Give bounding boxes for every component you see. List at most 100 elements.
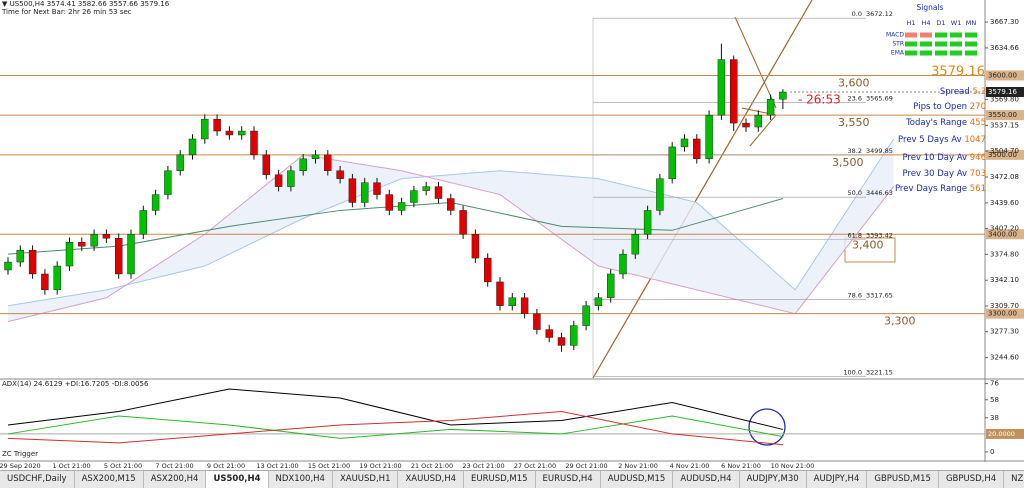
fib-price: 3499.85 [866,147,893,155]
candle-body [164,170,172,195]
level-label: 3,500 [832,156,864,169]
candle-body [471,234,480,259]
tab[interactable]: AUDJPY,M30 [740,471,807,488]
x-tick-label: 6 Nov 21:00 [721,462,761,470]
y-tick-label: 3634.66 [990,44,1019,52]
fib-price: 3221.15 [866,368,893,376]
level-label: 3,550 [838,116,870,129]
countdown: - 26:53 [798,92,841,106]
candle-body [336,170,344,179]
tab[interactable]: AUDJPY,H4 [807,471,868,488]
x-tick-label: 21 Oct 21:00 [411,462,453,470]
tab[interactable]: ASX200,M15 [75,471,144,488]
signal-cell [950,50,962,56]
x-tick-label: 19 Oct 21:00 [359,462,401,470]
panel-stat: Spread 5.3 [940,87,986,97]
tab[interactable]: EURUSD,H4 [536,471,601,488]
signal-column: MN [966,19,977,27]
candle-body [373,182,381,195]
fib-price: 3393.42 [866,231,893,239]
indicator-line [7,388,784,430]
axis-level-label: 3300.00 [988,310,1017,318]
cloud-span-b [7,154,894,323]
tab[interactable]: US500,H4 [206,471,269,488]
tab[interactable]: GBPUSD,H4 [939,471,1005,488]
chart: ▼ US500,H4 3574.41 3582.66 3557.66 3579.… [0,0,1024,470]
stat-value: 5.3 [972,87,986,97]
fib-price: 3672.12 [866,10,893,18]
candle-body [434,186,443,199]
tab[interactable]: XAUUSD,H1 [333,471,399,488]
candle-body [139,210,148,235]
fib-price: 3565.69 [866,95,893,103]
tab[interactable]: AUDUSD,H4 [673,471,740,488]
x-tick-label: 10 Nov 21:00 [771,462,815,470]
tab[interactable]: ASX200,H4 [144,471,207,488]
moving-average [7,198,784,255]
tab[interactable]: AUDUSD,M15 [601,471,674,488]
candle-body [459,210,467,235]
fib-level: 0.0 [852,10,862,18]
axis-level-box [986,149,1024,160]
signal-cell [920,41,932,47]
fib-price: 3317.65 [866,292,893,300]
candle-body [742,122,750,128]
fib-level: 61.8 [848,231,862,239]
signal-row: STR [892,41,904,48]
fib-level: 50.0 [848,189,862,197]
axis-level-label: 3400.00 [988,230,1017,238]
panel-stat: Prev 5 Days Av 1047 [898,135,986,145]
tab[interactable]: USDCHF,Daily [0,471,75,488]
signal-cell [905,50,917,56]
tab[interactable]: GBPUSD,M15 [867,471,939,488]
tab[interactable]: NDX100,H4 [269,471,333,488]
tab[interactable]: EURUSD,M15 [464,471,536,488]
fib-level: 38.2 [848,147,862,155]
candle-body [262,154,270,175]
tab[interactable]: XAUUSD,H4 [398,471,465,488]
x-tick-label: 4 Nov 21:00 [670,462,710,470]
tab[interactable]: NZDUSD,M15 [1004,471,1024,488]
candle-body [287,170,295,187]
candle-body [53,265,61,291]
candle-body [114,238,123,275]
stat-value: 1047 [964,135,986,145]
candle-body [28,249,37,275]
stat-label: Prev 30 Day Av [902,169,967,179]
candle-body [730,59,738,124]
x-tick-label: 5 Oct 21:00 [104,462,142,470]
candle-body [754,114,762,128]
candle-body [348,178,357,203]
candle-body [570,325,578,346]
candle-body [324,154,332,171]
indicator-title: ADX(14) 24.6129 +DI:16.7205 -DI:8.0056 [2,380,149,388]
indicator-tick-label: 0 [990,448,994,456]
candle-body [41,273,49,291]
candle-body [582,305,590,326]
candle-body [619,253,627,275]
signal-cell [920,50,932,56]
indicator-level-label: 20.0000 [988,430,1015,438]
candle-body [484,257,492,283]
candle-body [766,99,775,116]
candle-body [250,130,258,156]
indicator-tick-label: 58 [990,396,999,404]
candle-body [213,118,221,132]
candle-body [693,138,701,160]
candle-body [508,297,516,306]
candle-body [447,198,455,211]
panel-stat: Prev Days Range 561 [895,184,986,194]
stat-label: Today's Range [905,118,967,128]
candle-body [78,242,86,247]
indicator-line [7,415,783,439]
stat-label: Prev 5 Days Av [898,135,962,145]
y-tick-label: 3374.80 [990,250,1019,258]
y-tick-label: 3309.70 [990,302,1019,310]
x-tick-label: 2 Nov 21:00 [618,462,658,470]
cloud-span-a [7,138,895,307]
signal-cell [935,50,947,56]
candle-body [188,138,197,156]
current-price-label: 3579.16 [988,88,1017,96]
x-tick-label: 1 Oct 21:00 [52,462,90,470]
fib-level: 23.6 [848,95,862,103]
